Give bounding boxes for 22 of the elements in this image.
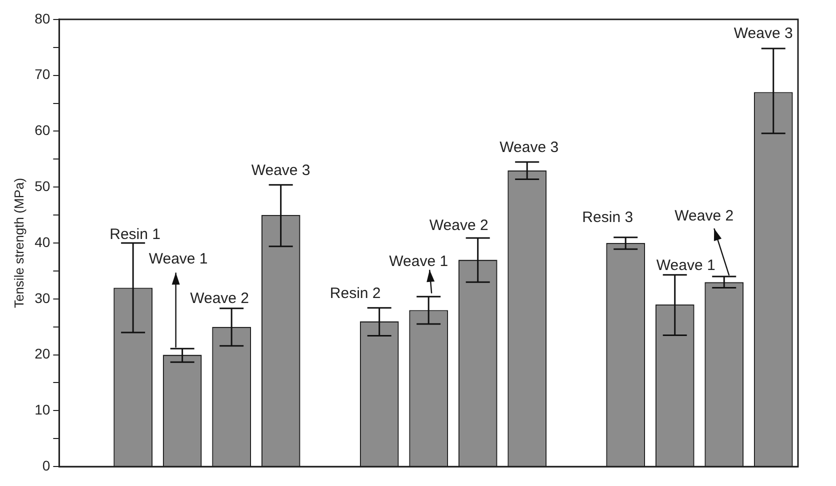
y-tick-label: 40 [34,234,50,250]
annotation: Resin 1 [110,226,160,243]
annotation: Weave 1 [148,250,208,268]
annotation: Weave 3 [734,25,793,42]
y-tick-label: 50 [34,178,50,194]
y-tick-label: 10 [34,402,50,418]
annotation: Weave 2 [429,216,488,234]
y-tick-label: 80 [34,10,50,26]
annotation: Weave 3 [251,162,310,180]
y-tick-label: 20 [34,346,50,362]
annotation: Weave 3 [500,139,559,156]
y-tick-label: 70 [34,66,50,82]
annotation: Resin 2 [330,285,381,302]
y-tick-label: 0 [42,457,50,474]
y-tick-label: 60 [34,122,50,138]
y-axis-title: Tensile strength (MPa) [11,178,26,308]
annotation: Weave 2 [674,207,734,224]
annotation: Weave 1 [389,253,448,270]
annotation: Resin 3 [582,208,634,226]
annotation: Weave 1 [656,257,716,274]
annotation: Weave 2 [190,290,250,308]
y-tick-label: 30 [34,290,50,306]
